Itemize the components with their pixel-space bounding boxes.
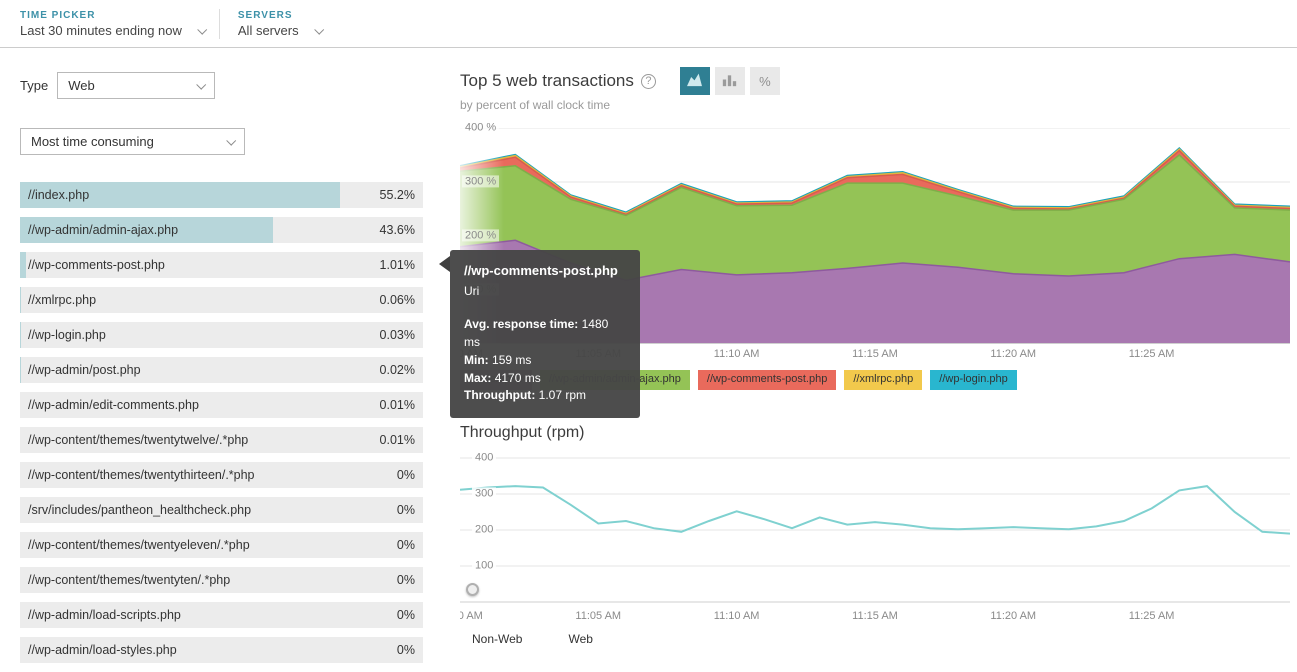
transaction-list: //index.php 55.2% //wp-admin/admin-ajax.…	[20, 182, 423, 663]
sort-select[interactable]: Most time consuming	[20, 128, 245, 155]
servers-value: All servers	[238, 23, 299, 38]
tooltip-title: //wp-comments-post.php	[464, 262, 626, 280]
throughput-line-chart	[460, 456, 1290, 606]
tooltip-stat: Avg. response time1480 ms	[464, 316, 626, 352]
transaction-row[interactable]: //wp-comments-post.php 1.01%	[20, 252, 423, 278]
x-axis-label: 11:20 AM	[990, 610, 1036, 622]
transaction-name: //xmlrpc.php	[28, 293, 96, 307]
transaction-percent: 0.02%	[380, 363, 415, 377]
x-axis-label: 11:05 AM	[575, 610, 621, 622]
divider	[219, 9, 220, 39]
servers-dropdown[interactable]: SERVERS All servers	[238, 10, 322, 38]
throughput-x-axis: 11:00 AM 11:05 AM 11:10 AM 11:15 AM 11:2…	[460, 606, 1290, 624]
throughput-title: Throughput (rpm)	[460, 424, 1290, 442]
transaction-row[interactable]: //wp-login.php 0.03%	[20, 322, 423, 348]
transaction-row[interactable]: //xmlrpc.php 0.06%	[20, 287, 423, 313]
time-picker-label: TIME PICKER	[20, 10, 205, 21]
transaction-percent: 0.06%	[380, 293, 415, 307]
transaction-percent: 1.01%	[380, 258, 415, 272]
transaction-name: //wp-login.php	[28, 328, 106, 342]
time-picker-dropdown[interactable]: TIME PICKER Last 30 minutes ending now	[20, 10, 205, 38]
transaction-percent: 0.01%	[380, 433, 415, 447]
tooltip-stat: Throughput1.07 rpm	[464, 387, 626, 405]
x-axis-label: 11:10 AM	[714, 610, 760, 622]
transaction-row[interactable]: //wp-admin/load-scripts.php 0%	[20, 602, 423, 628]
throughput-chart[interactable]: 400 300 200 100	[460, 456, 1290, 606]
transaction-row[interactable]: //wp-admin/load-styles.php 0%	[20, 637, 423, 663]
transaction-name: //wp-content/themes/twentytwelve/.*php	[28, 433, 248, 447]
chevron-down-icon	[226, 136, 236, 146]
chart-subtitle: by percent of wall clock time	[460, 98, 1290, 114]
throughput-legend: Non-Web Web	[472, 632, 1290, 646]
bar-chart-icon	[721, 72, 738, 90]
transaction-name: //index.php	[28, 188, 89, 202]
type-select-value: Web	[68, 78, 95, 93]
legend-item[interactable]: Non-Web	[472, 632, 522, 646]
x-axis-label: 11:20 AM	[990, 348, 1036, 360]
chevron-down-icon	[197, 24, 207, 34]
transactions-sidebar: Type Web Most time consuming //index.php…	[0, 48, 423, 672]
transaction-row[interactable]: //wp-admin/edit-comments.php 0.01%	[20, 392, 423, 418]
transaction-name: //wp-comments-post.php	[28, 258, 165, 272]
legend-item[interactable]: //xmlrpc.php	[844, 370, 922, 390]
x-axis-label: 11:15 AM	[852, 610, 898, 622]
x-axis-label: 11:00 AM	[460, 610, 483, 622]
transaction-percent: 55.2%	[380, 188, 415, 202]
transaction-row[interactable]: //wp-content/themes/twentythirteen/.*php…	[20, 462, 423, 488]
x-axis-label: 11:10 AM	[714, 348, 760, 360]
tooltip-stat: Min159 ms	[464, 352, 626, 370]
transaction-name: //wp-admin/edit-comments.php	[28, 398, 199, 412]
type-label: Type	[20, 78, 48, 93]
sort-select-value: Most time consuming	[31, 134, 154, 149]
transaction-row[interactable]: //wp-admin/post.php 0.02%	[20, 357, 423, 383]
chart-type-buttons: %	[680, 67, 780, 95]
time-picker-value: Last 30 minutes ending now	[20, 23, 182, 38]
transaction-row[interactable]: /srv/includes/pantheon_healthcheck.php 0…	[20, 497, 423, 523]
transaction-name: /srv/includes/pantheon_healthcheck.php	[28, 503, 251, 517]
transaction-row[interactable]: //index.php 55.2%	[20, 182, 423, 208]
legend-item[interactable]: //wp-login.php	[930, 370, 1017, 390]
x-axis-label: 11:15 AM	[852, 348, 898, 360]
time-range-slider-handle[interactable]	[466, 583, 479, 596]
transaction-percent: 0%	[397, 468, 415, 482]
type-select[interactable]: Web	[57, 72, 215, 99]
transaction-name: //wp-content/themes/twentyeleven/.*php	[28, 538, 250, 552]
transaction-percent: 0%	[397, 608, 415, 622]
transaction-name: //wp-content/themes/twentyten/.*php	[28, 573, 230, 587]
help-icon[interactable]: ?	[641, 74, 656, 89]
transaction-percent: 0%	[397, 573, 415, 587]
transaction-row[interactable]: //wp-admin/admin-ajax.php 43.6%	[20, 217, 423, 243]
chevron-down-icon	[314, 24, 324, 34]
transaction-name: //wp-content/themes/twentythirteen/.*php	[28, 468, 255, 482]
area-chart-icon	[686, 72, 703, 90]
x-axis-label: 11:25 AM	[1129, 348, 1175, 360]
transaction-tooltip: //wp-comments-post.php Uri Avg. response…	[450, 250, 640, 418]
legend-item[interactable]: //wp-comments-post.php	[698, 370, 836, 390]
page-title: Top 5 web transactions	[460, 71, 634, 91]
x-axis-label: 11:25 AM	[1129, 610, 1175, 622]
percent-view-button[interactable]: %	[750, 67, 780, 95]
transaction-percent: 0.03%	[380, 328, 415, 342]
legend-item[interactable]: Web	[568, 632, 592, 646]
transaction-name: //wp-admin/load-scripts.php	[28, 608, 181, 622]
transaction-percent-bar	[20, 252, 26, 278]
transaction-percent: 0.01%	[380, 398, 415, 412]
transaction-percent: 0%	[397, 503, 415, 517]
transaction-row[interactable]: //wp-content/themes/twentyeleven/.*php 0…	[20, 532, 423, 558]
transaction-name: //wp-admin/admin-ajax.php	[28, 223, 178, 237]
transaction-percent: 0%	[397, 643, 415, 657]
transaction-row[interactable]: //wp-content/themes/twentytwelve/.*php 0…	[20, 427, 423, 453]
transaction-percent: 0%	[397, 538, 415, 552]
transaction-name: //wp-admin/post.php	[28, 363, 141, 377]
transaction-percent: 43.6%	[380, 223, 415, 237]
tooltip-stat: Max4170 ms	[464, 370, 626, 388]
chevron-down-icon	[196, 80, 206, 90]
transaction-row[interactable]: //wp-content/themes/twentyten/.*php 0%	[20, 567, 423, 593]
tooltip-subtitle: Uri	[464, 283, 626, 300]
top-bar: TIME PICKER Last 30 minutes ending now S…	[0, 0, 1297, 48]
transaction-name: //wp-admin/load-styles.php	[28, 643, 177, 657]
servers-label: SERVERS	[238, 10, 322, 21]
bar-chart-button[interactable]	[715, 67, 745, 95]
area-chart-button[interactable]	[680, 67, 710, 95]
